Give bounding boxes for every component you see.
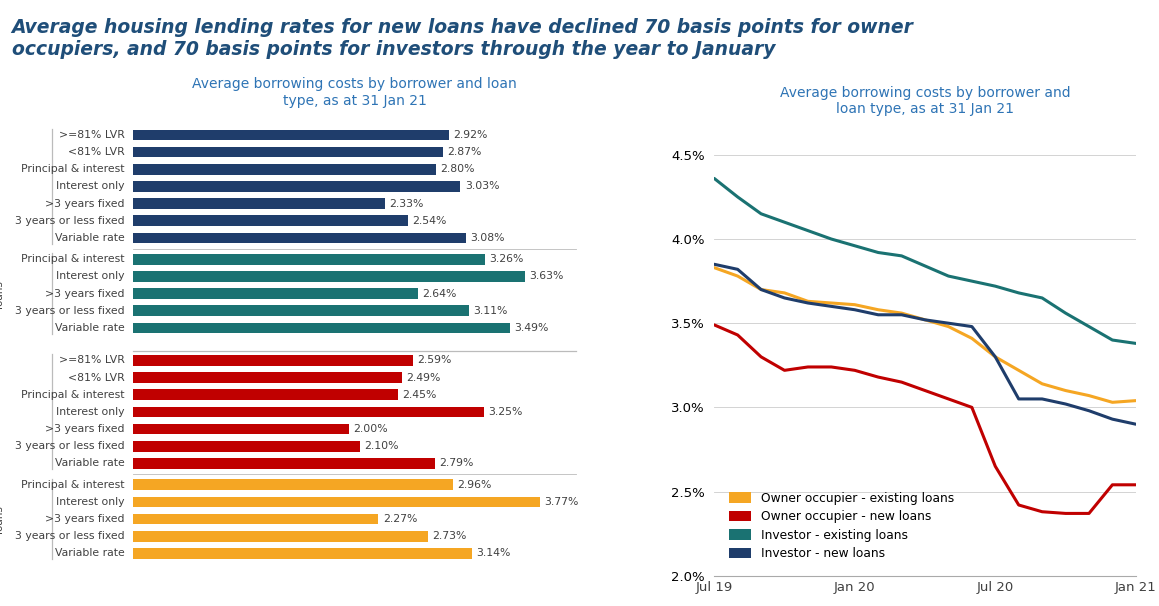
Text: 2.10%: 2.10%: [364, 441, 399, 451]
Bar: [133, 497, 540, 507]
Text: 2.00%: 2.00%: [353, 424, 388, 434]
Bar: [133, 288, 418, 299]
Text: 2.27%: 2.27%: [382, 514, 417, 524]
Text: >3 years fixed: >3 years fixed: [45, 288, 125, 299]
Bar: [133, 441, 360, 451]
Text: Existing
loans: Existing loans: [0, 273, 3, 315]
Text: Interest only: Interest only: [56, 181, 125, 191]
Text: 3.11%: 3.11%: [473, 305, 508, 316]
Bar: [133, 147, 443, 158]
Bar: [133, 305, 469, 316]
Text: Principal & interest: Principal & interest: [21, 480, 125, 490]
Bar: [133, 372, 402, 383]
Text: 3.77%: 3.77%: [545, 497, 580, 507]
Text: <81% LVR: <81% LVR: [68, 373, 125, 382]
Bar: [133, 181, 460, 191]
Text: 3.49%: 3.49%: [515, 323, 548, 333]
Text: Average housing lending rates for new loans have declined 70 basis points for ow: Average housing lending rates for new lo…: [12, 18, 913, 59]
Bar: [133, 164, 436, 175]
Bar: [133, 514, 378, 524]
Title: Average borrowing costs by borrower and
loan type, as at 31 Jan 21: Average borrowing costs by borrower and …: [780, 85, 1071, 116]
Text: Principal & interest: Principal & interest: [21, 255, 125, 264]
Text: >3 years fixed: >3 years fixed: [45, 514, 125, 524]
Text: 2.45%: 2.45%: [402, 390, 437, 400]
Text: 3.25%: 3.25%: [488, 407, 523, 417]
Text: 2.64%: 2.64%: [423, 288, 457, 299]
Text: Principal & interest: Principal & interest: [21, 390, 125, 400]
Bar: [133, 548, 473, 559]
Text: <81% LVR: <81% LVR: [68, 147, 125, 157]
Text: Variable rate: Variable rate: [54, 323, 125, 333]
Text: Existing
loans: Existing loans: [0, 498, 3, 540]
Text: 3.26%: 3.26%: [489, 255, 524, 264]
Bar: [133, 322, 510, 333]
Text: Variable rate: Variable rate: [54, 233, 125, 243]
Text: 2.79%: 2.79%: [439, 458, 473, 468]
Text: Variable rate: Variable rate: [54, 458, 125, 468]
Legend: Owner occupier - existing loans, Owner occupier - new loans, Investor - existing: Owner occupier - existing loans, Owner o…: [724, 487, 960, 565]
Text: 3.03%: 3.03%: [465, 181, 500, 191]
Bar: [133, 407, 484, 417]
Text: 2.33%: 2.33%: [389, 199, 423, 208]
Text: 3.14%: 3.14%: [476, 548, 511, 558]
Bar: [133, 271, 525, 282]
Bar: [133, 215, 408, 226]
Text: Interest only: Interest only: [56, 497, 125, 507]
Text: >=81% LVR: >=81% LVR: [59, 130, 125, 140]
Text: 3.63%: 3.63%: [530, 271, 564, 281]
Bar: [133, 424, 349, 435]
Bar: [133, 390, 398, 400]
Text: 3 years or less fixed: 3 years or less fixed: [15, 441, 125, 451]
Text: 3 years or less fixed: 3 years or less fixed: [15, 305, 125, 316]
Bar: [133, 458, 435, 468]
Text: 2.87%: 2.87%: [447, 147, 482, 157]
Bar: [133, 254, 486, 265]
Text: Variable rate: Variable rate: [54, 548, 125, 558]
Text: 2.80%: 2.80%: [440, 164, 474, 174]
Bar: [133, 531, 428, 542]
Text: 2.73%: 2.73%: [432, 531, 467, 541]
Text: Interest only: Interest only: [56, 271, 125, 281]
Text: >3 years fixed: >3 years fixed: [45, 424, 125, 434]
Text: 3.08%: 3.08%: [471, 233, 504, 243]
Bar: [133, 355, 413, 366]
Text: 2.54%: 2.54%: [411, 216, 446, 225]
Bar: [133, 130, 449, 140]
Text: 2.92%: 2.92%: [453, 130, 487, 140]
Bar: [133, 233, 466, 243]
Text: >3 years fixed: >3 years fixed: [45, 199, 125, 208]
Text: 3 years or less fixed: 3 years or less fixed: [15, 531, 125, 541]
Text: 2.59%: 2.59%: [417, 356, 452, 365]
Text: Principal & interest: Principal & interest: [21, 164, 125, 174]
Text: 3 years or less fixed: 3 years or less fixed: [15, 216, 125, 225]
Text: 2.96%: 2.96%: [457, 480, 491, 490]
Text: 2.49%: 2.49%: [407, 373, 440, 382]
Text: Interest only: Interest only: [56, 407, 125, 417]
Bar: [133, 198, 385, 209]
Text: >=81% LVR: >=81% LVR: [59, 356, 125, 365]
Text: Average borrowing costs by borrower and loan
type, as at 31 Jan 21: Average borrowing costs by borrower and …: [192, 78, 517, 108]
Bar: [133, 479, 453, 490]
